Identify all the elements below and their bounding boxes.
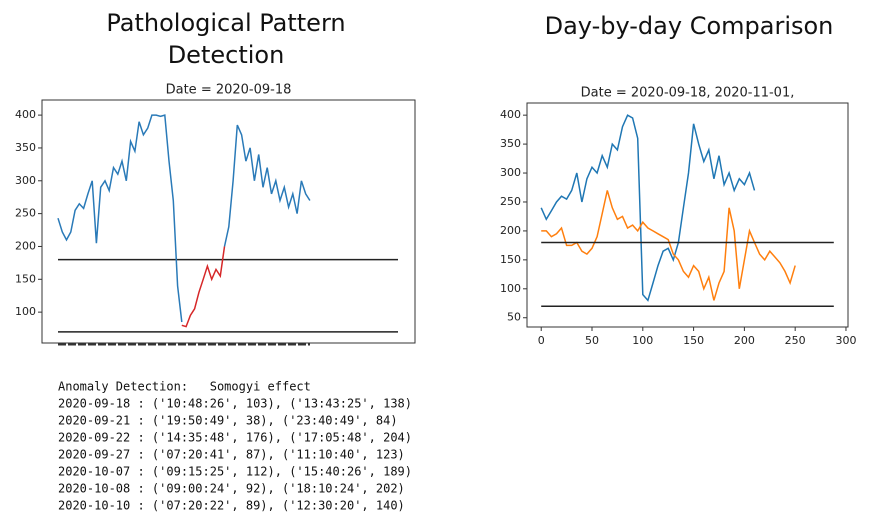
y-tick-label: 350 bbox=[500, 137, 521, 150]
line-series bbox=[541, 190, 796, 301]
plot-frame bbox=[526, 102, 849, 328]
y-tick-label: 150 bbox=[500, 253, 521, 266]
y-tick-label: 250 bbox=[500, 195, 521, 208]
y-tick-label: 100 bbox=[15, 305, 36, 318]
report-line: 2020-10-10 : ('07:20:22', 89), ('12:30:2… bbox=[58, 499, 405, 513]
chart-title: Date = 2020-09-18 bbox=[166, 83, 292, 98]
line-series bbox=[223, 124, 311, 247]
line-series bbox=[181, 246, 226, 328]
plot-frame bbox=[41, 99, 416, 344]
chart-title: Date = 2020-09-18, 2020-11-01, bbox=[581, 86, 795, 101]
y-tick-label: 300 bbox=[15, 174, 36, 187]
report-line: 2020-09-22 : ('14:35:48', 176), ('17:05:… bbox=[58, 431, 412, 445]
line-series bbox=[540, 114, 756, 302]
x-tick-label: 50 bbox=[585, 334, 599, 347]
x-tick-label: 100 bbox=[632, 334, 653, 347]
y-tick-label: 150 bbox=[15, 272, 36, 285]
report-line: 2020-10-08 : ('09:00:24', 92), ('18:10:2… bbox=[58, 482, 405, 496]
y-tick-label: 100 bbox=[500, 282, 521, 295]
x-tick-label: 0 bbox=[538, 334, 545, 347]
y-tick-label: 350 bbox=[15, 141, 36, 154]
report-line: 2020-09-21 : ('19:50:49', 38), ('23:40:4… bbox=[58, 414, 398, 428]
y-tick-label: 50 bbox=[507, 311, 521, 324]
y-tick-label: 300 bbox=[500, 166, 521, 179]
report-line: 2020-10-07 : ('09:15:25', 112), ('15:40:… bbox=[58, 465, 412, 479]
y-tick-label: 250 bbox=[15, 207, 36, 220]
x-tick-label: 250 bbox=[785, 334, 806, 347]
report-header: Anomaly Detection: Somogyi effect bbox=[58, 380, 311, 394]
heading: Day-by-day Comparison bbox=[545, 12, 834, 40]
heading: Pathological Pattern bbox=[106, 9, 345, 37]
x-tick-label: 150 bbox=[683, 334, 704, 347]
y-tick-label: 200 bbox=[15, 239, 36, 252]
y-tick-label: 200 bbox=[500, 224, 521, 237]
report-line: 2020-09-18 : ('10:48:26', 103), ('13:43:… bbox=[58, 397, 412, 411]
x-tick-label: 300 bbox=[835, 334, 856, 347]
line-series bbox=[57, 114, 183, 323]
y-tick-label: 400 bbox=[15, 108, 36, 121]
report-line: 2020-09-27 : ('07:20:41', 87), ('11:10:4… bbox=[58, 448, 405, 462]
heading: Detection bbox=[168, 41, 285, 69]
y-tick-label: 400 bbox=[500, 108, 521, 121]
x-tick-label: 200 bbox=[734, 334, 755, 347]
